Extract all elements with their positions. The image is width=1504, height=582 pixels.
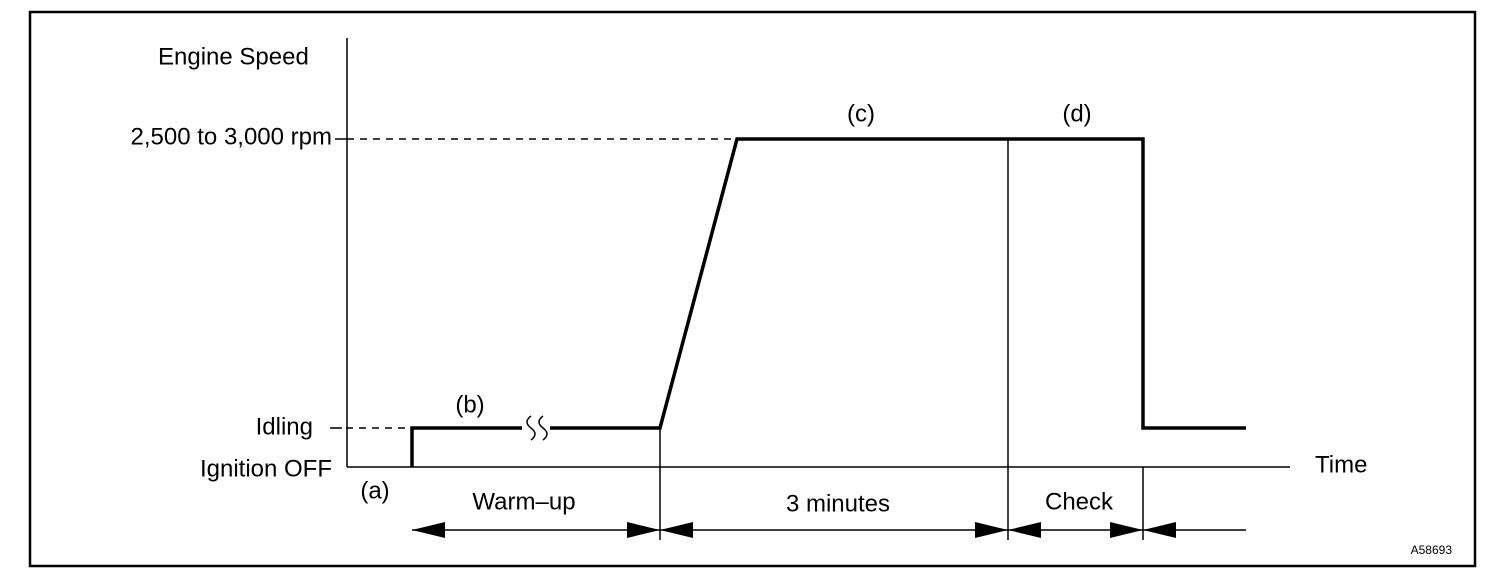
level-label: 2,500 to 3,000 rpm [131, 123, 332, 150]
duration-label: Warm–up [472, 488, 575, 515]
y-title: Engine Speed [158, 43, 309, 70]
figure-id: A58693 [1411, 543, 1453, 557]
phase-label: (a) [360, 477, 389, 504]
level-label: Ignition OFF [200, 455, 332, 482]
level-label: Idling [256, 413, 313, 440]
frame [28, 10, 1477, 568]
phase-label: (d) [1062, 100, 1091, 127]
break-symbol [526, 415, 548, 441]
phase-label: (b) [455, 391, 484, 418]
phase-label: (c) [847, 100, 875, 127]
break-gap [522, 415, 550, 443]
arrowheads [412, 522, 1176, 538]
duration-label: Check [1045, 488, 1114, 515]
duration-label: 3 minutes [786, 490, 890, 517]
engine-trace [410, 137, 1246, 467]
x-title: Time [1315, 451, 1367, 478]
